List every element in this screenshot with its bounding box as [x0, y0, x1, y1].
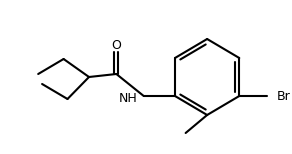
Text: NH: NH	[119, 91, 138, 105]
Text: O: O	[112, 38, 121, 51]
Text: Br: Br	[277, 89, 290, 103]
